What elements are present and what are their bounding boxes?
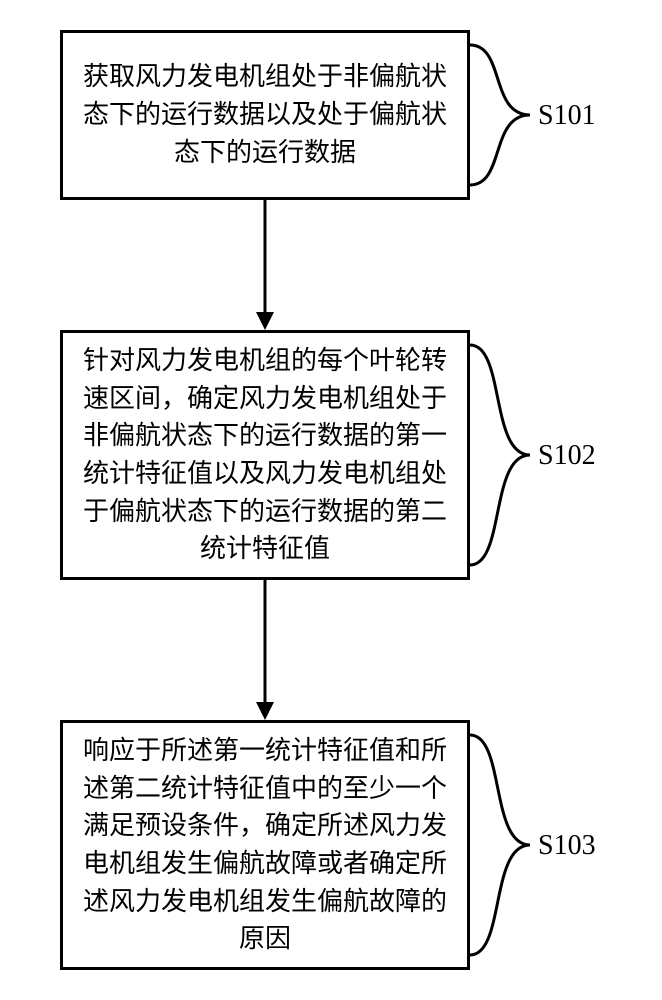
flow-node-s103: 响应于所述第一统计特征值和所述第二统计特征值中的至少一个满足预设条件，确定所述风… [60,720,470,970]
step-label-s103: S103 [538,830,596,862]
flow-node-text: 响应于所述第一统计特征值和所述第二统计特征值中的至少一个满足预设条件，确定所述风… [83,732,447,958]
flowchart-canvas: 获取风力发电机组处于非偏航状态下的运行数据以及处于偏航状态下的运行数据 S101… [0,0,662,1000]
flow-node-s101: 获取风力发电机组处于非偏航状态下的运行数据以及处于偏航状态下的运行数据 [60,30,470,200]
step-label-s101: S101 [538,100,596,132]
flow-node-text: 针对风力发电机组的每个叶轮转速区间，确定风力发电机组处于非偏航状态下的运行数据的… [83,342,447,568]
step-label-s102: S102 [538,440,596,472]
flow-node-s102: 针对风力发电机组的每个叶轮转速区间，确定风力发电机组处于非偏航状态下的运行数据的… [60,330,470,580]
flow-node-text: 获取风力发电机组处于非偏航状态下的运行数据以及处于偏航状态下的运行数据 [83,58,447,171]
